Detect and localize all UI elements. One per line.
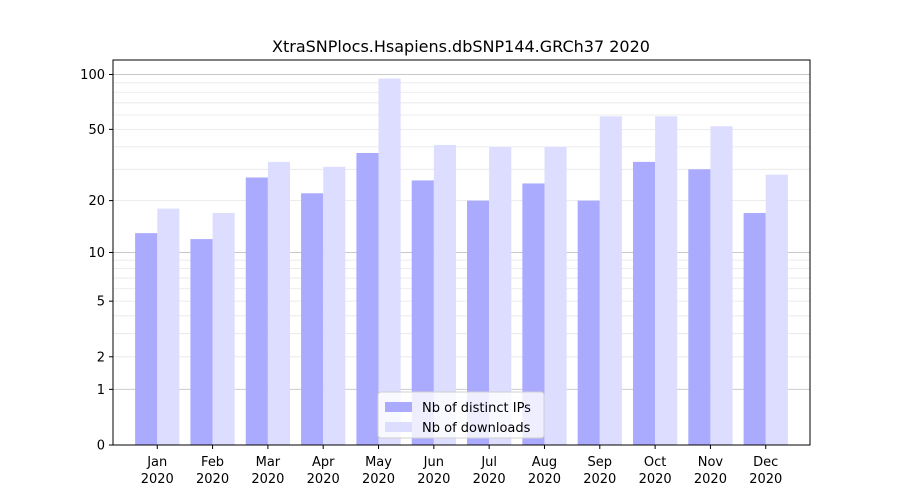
x-tick-label-year: 2020	[141, 472, 174, 487]
legend-label: Nb of distinct IPs	[422, 401, 531, 416]
x-tick-label-month: Dec	[753, 455, 778, 470]
x-tick-label-month: May	[365, 455, 392, 470]
y-tick-label: 1	[97, 383, 105, 398]
x-tick-label-year: 2020	[639, 472, 672, 487]
bar-downloads	[157, 208, 180, 445]
x-tick-label-year: 2020	[694, 472, 727, 487]
y-tick-label: 10	[88, 246, 105, 261]
bar-distinct-ips	[190, 239, 213, 445]
bar-downloads	[489, 146, 512, 445]
x-tick-label-month: Nov	[698, 455, 724, 470]
x-tick-label-month: Jul	[480, 455, 497, 470]
bar-downloads	[323, 166, 346, 446]
bar-distinct-ips	[467, 200, 490, 445]
bars-layer	[135, 78, 788, 446]
chart-title: XtraSNPlocs.Hsapiens.dbSNP144.GRCh37 202…	[272, 37, 650, 56]
x-tick-label-year: 2020	[251, 472, 284, 487]
x-tick-label-month: Sep	[588, 455, 613, 470]
bar-downloads	[212, 212, 235, 445]
y-tick-label: 5	[97, 295, 105, 310]
legend-swatch	[385, 422, 412, 432]
x-tick-label-year: 2020	[583, 472, 616, 487]
bar-downloads	[655, 116, 678, 446]
x-tick-label-month: Apr	[312, 455, 335, 470]
y-tick-label: 20	[88, 194, 105, 209]
legend: Nb of distinct IPs Nb of downloads	[377, 391, 545, 439]
x-tick-label-year: 2020	[528, 472, 561, 487]
bar-downloads	[765, 174, 788, 446]
x-tick-label-month: Aug	[532, 455, 557, 470]
bar-downloads	[433, 144, 456, 445]
bar-distinct-ips	[632, 161, 656, 445]
bar-distinct-ips	[135, 233, 158, 445]
legend-label: Nb of downloads	[422, 421, 531, 436]
bar-distinct-ips	[245, 177, 268, 445]
x-tick-label-month: Jun	[423, 455, 444, 470]
bar-downloads	[544, 146, 567, 445]
x-tick-label-year: 2020	[307, 472, 340, 487]
x-tick-label-year: 2020	[362, 472, 395, 487]
bar-distinct-ips	[688, 169, 711, 445]
bar-distinct-ips	[577, 200, 600, 445]
bar-downloads	[710, 126, 733, 445]
x-tick-label-month: Oct	[644, 455, 666, 470]
x-tick-label-month: Jan	[146, 455, 167, 470]
x-tick-label-year: 2020	[749, 472, 782, 487]
bar-downloads	[378, 78, 401, 446]
bar-distinct-ips	[743, 212, 766, 445]
x-tick-label-year: 2020	[196, 472, 229, 487]
y-tick-label: 2	[97, 350, 105, 365]
bar-distinct-ips	[522, 183, 545, 445]
legend-box	[377, 391, 545, 439]
y-tick-label: 0	[97, 439, 105, 454]
bar-distinct-ips	[301, 193, 324, 445]
bar-distinct-ips	[411, 180, 434, 446]
x-tick-label-month: Feb	[201, 455, 224, 470]
axes-layer: 0 1 2 5 10 20 50 100 Jan 2020 Feb 2020 Mar 2020 Apr 202…	[80, 59, 811, 487]
x-tick-label-year: 2020	[417, 472, 450, 487]
bar-downloads	[599, 116, 622, 446]
y-tick-label: 50	[88, 123, 105, 138]
legend-swatch	[385, 402, 412, 412]
x-tick-label-year: 2020	[473, 472, 506, 487]
bar-distinct-ips	[356, 152, 379, 445]
y-tick-label: 100	[80, 68, 105, 83]
bar-downloads	[267, 161, 291, 445]
x-tick-label-month: Mar	[256, 455, 281, 470]
